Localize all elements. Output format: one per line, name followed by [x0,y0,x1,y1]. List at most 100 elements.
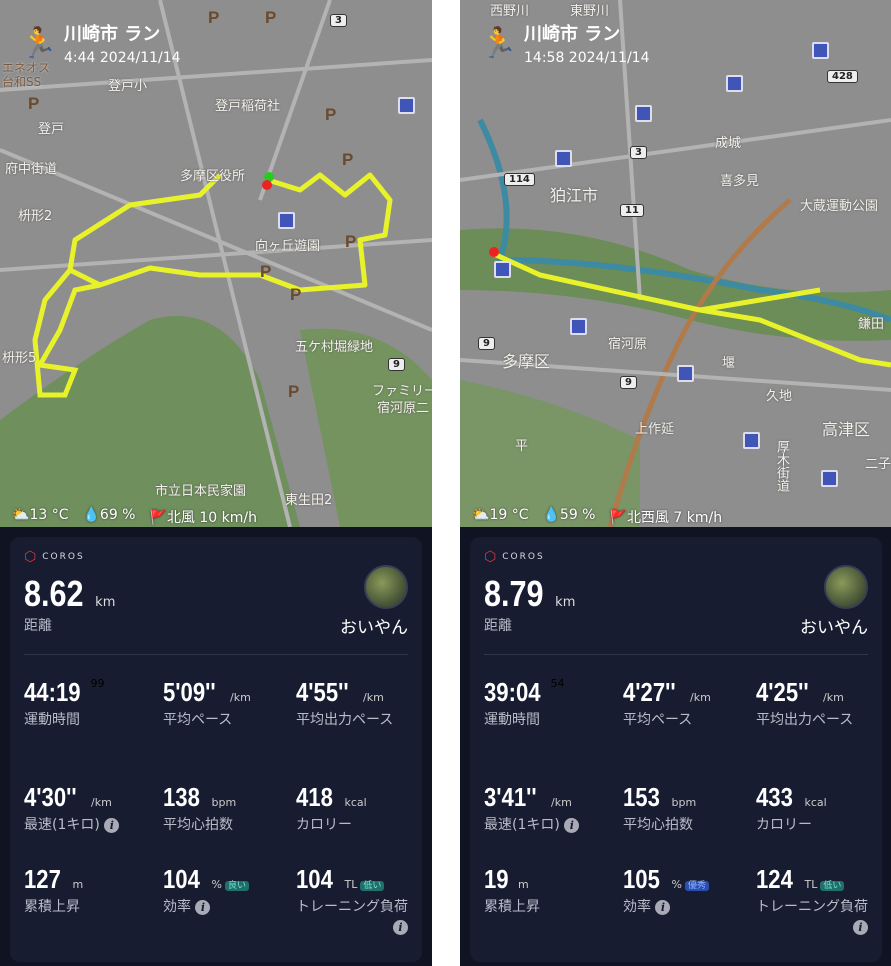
weather-bar: ⛅13 °C 💧69 % 🚩北風 10 km/h [12,507,257,527]
wind-flag-icon: 🚩 [609,510,627,526]
parking-icon: P [342,150,354,169]
stat-avg-pace: 4'27'' /km 平均ペース [623,677,748,730]
stat-training-load: 124 TL 低いトレーニング負荷 i [756,864,868,935]
map-label: 久地 [766,389,793,404]
map-label: 登戸 [38,122,65,137]
distance: 8.62 km 距離 [24,573,116,634]
avatar[interactable] [364,565,408,609]
stat-label: トレーニング負荷 [756,899,868,915]
stat-label: カロリー [756,817,812,833]
stat-value: 104 [296,864,333,894]
info-icon[interactable]: i [104,817,120,833]
stat-unit: TL [344,878,358,891]
stat-value: 124 [756,864,793,894]
divider [24,654,408,655]
stat-label: 最速(1キロ) [24,817,100,833]
humidity-icon: 💧 [542,507,560,523]
activity-header: 🏃 川崎市 ラン 4:44 2024/11/14 [20,20,181,66]
stat-label: 平均心拍数 [623,817,693,833]
stat-value: 3'41'' [484,782,537,812]
parking-icon: P [288,382,300,401]
map-label: 喜多見 [720,174,760,189]
rating-badge: 低い [360,881,385,891]
stat-unit: kcal [344,796,367,809]
info-icon[interactable]: i [195,899,211,915]
map-label: 平 [515,439,529,454]
stat-calories: 418 kcal カロリー [296,782,408,835]
map-label: 枡形5 [2,351,37,366]
map-label: 鎌田 [858,317,885,332]
map-label: ファミリー [372,384,432,399]
stat-avg-pace: 5'09'' /km 平均ペース [163,677,288,730]
map-label: 堰 [722,356,736,371]
station-icon [398,97,415,114]
coros-logo: ⬡ COROS [484,549,545,565]
stat-value: 44:19 [24,677,81,707]
map-label: 登戸小 [108,79,148,94]
activity-datetime: 4:44 2024/11/14 [64,50,181,66]
parking-icon: P [28,94,40,113]
map-label: 厚木街道 [774,440,789,492]
route-number: 114 [504,173,535,186]
station-icon [278,212,295,229]
activity-header: 🏃 川崎市 ラン 14:58 2024/11/14 [480,20,650,66]
stat-unit: % [671,878,682,891]
stat-label: 平均ペース [623,712,693,728]
stat-avg-heart-rate: 153 bpm 平均心拍数 [623,782,748,835]
info-icon[interactable]: i [655,899,671,915]
start-marker [489,247,499,257]
stat-label: 最速(1キロ) [484,817,560,833]
parking-icon: P [208,8,220,27]
route-number: 9 [388,358,405,371]
temperature: 13 °C [29,507,69,523]
rating-badge: 低い [820,881,845,891]
stat-value: 4'25'' [756,677,809,707]
cloud-sun-icon: ⛅ [12,507,30,523]
wind-flag-icon: 🚩 [149,510,167,526]
station-icon [812,42,829,59]
route-map[interactable]: 登戸 府中街道 枡形2 枡形5 多摩区役所 向ヶ丘遊園 登戸稲荷社 五ケ村堀緑地… [0,0,432,527]
route-number: 3 [330,14,347,27]
stat-unit: TL [804,878,818,891]
stat-avg-heart-rate: 138 bpm 平均心拍数 [163,782,288,835]
humidity: 69 % [99,507,136,523]
route-map[interactable]: 西野川 東野川 狛江市 多摩区 宿河原 成城 喜多見 大蔵運動公園 久地 高津区… [460,0,891,527]
activity-title: 川崎市 ラン [524,24,621,45]
stat-value: 5'09'' [163,677,216,707]
map-label: 登戸稲荷社 [215,99,281,114]
stat-unit: bpm [211,796,237,809]
stat-value: 104 [163,864,200,894]
stat-training-load: 104 TL 低い トレーニング負荷 i [296,864,408,935]
start-marker [264,172,274,182]
route-number: 11 [620,204,644,217]
map-label: 大蔵運動公園 [800,199,879,214]
map-label: 枡形2 [18,209,53,224]
stat-label: 効率 [163,899,191,915]
route-number: 3 [630,146,647,159]
avatar[interactable] [824,565,868,609]
map-drawing [460,0,891,527]
route-number: 428 [827,70,858,83]
stat-value: 4'30'' [24,782,77,812]
stat-fastest-km: 4'30'' /km 最速(1キロ) i [24,782,149,835]
finish-marker [262,180,272,190]
stat-label: 運動時間 [24,712,80,728]
cloud-sun-icon: ⛅ [472,507,490,523]
stat-value: 127 [24,864,61,894]
info-icon[interactable]: i [564,817,580,833]
map-label: 多摩区 [502,352,551,371]
weather-bar: ⛅19 °C 💧59 % 🚩北西風 7 km/h [472,507,722,527]
info-icon[interactable]: i [393,920,408,935]
summary-card: ⬡ COROS 8.79 km 距離 おいやん 39:04 54 運動時間 4'27'' … [470,537,882,962]
map-label: 西野川 [490,4,530,19]
stat-avg-power-pace: 4'55'' /km 平均出力ペース [296,677,408,730]
stat-unit: /km [230,691,251,704]
parking-icon: P [265,8,277,27]
stat-unit: bpm [671,796,697,809]
stat-value: 4'55'' [296,677,349,707]
map-drawing [0,0,432,527]
stat-unit: /km [363,691,384,704]
info-icon[interactable]: i [853,920,868,935]
station-icon [726,75,743,92]
stat-efficiency: 104 % 良い 効率 i [163,864,288,917]
